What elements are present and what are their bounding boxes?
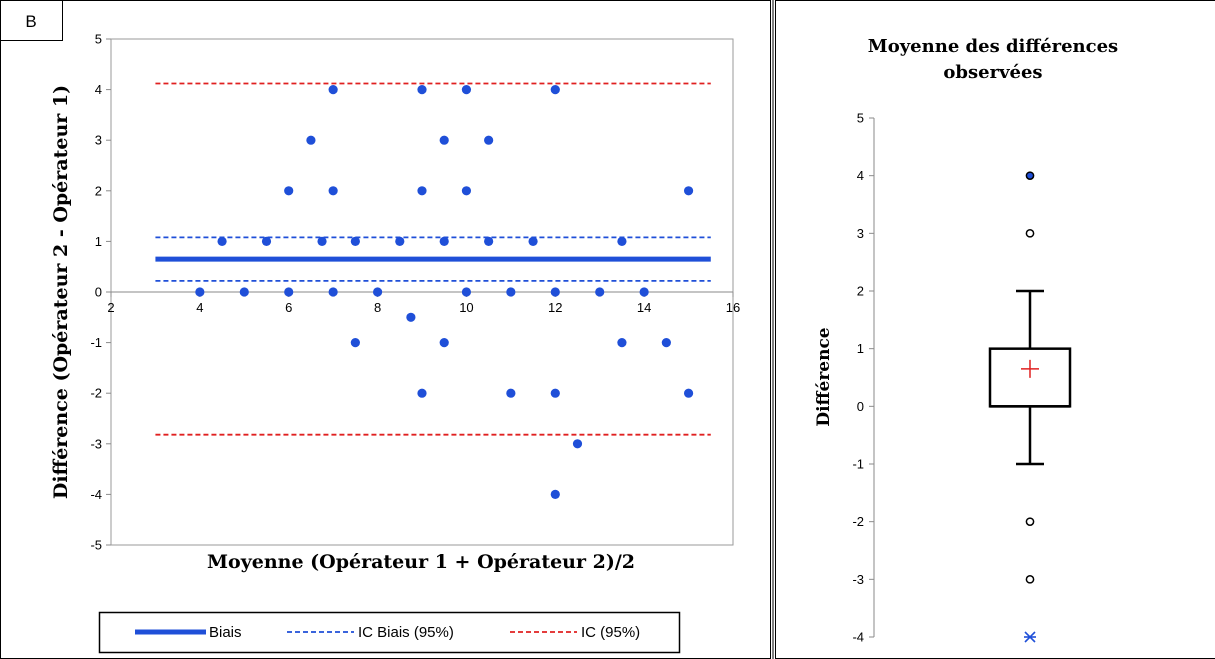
box-y-tick-label-neg4: -4: [852, 630, 864, 645]
legend-label-ic: IC (95%): [581, 624, 640, 641]
outlier-1: [1025, 228, 1035, 238]
y-tick-label-2: 2: [95, 183, 102, 198]
outlier-2: [1025, 517, 1035, 527]
x-tick-label-10: 10: [459, 300, 473, 315]
panel-label: B: [25, 12, 36, 31]
box-y-tick-label-0: 0: [857, 399, 864, 414]
data-point-3: [261, 236, 272, 246]
panel-label-box: [0, 0, 63, 41]
data-point-0: [195, 287, 205, 297]
legend-item-ic-biais: IC Biais (95%): [287, 624, 454, 641]
data-point-12: [350, 338, 360, 348]
data-point-8: [328, 287, 338, 297]
data-point-9: [328, 186, 338, 196]
data-point-15: [406, 312, 416, 322]
data-point-18: [417, 388, 427, 398]
data-point-7: [317, 236, 327, 246]
data-point-25: [484, 135, 494, 145]
data-point-23: [461, 186, 472, 196]
data-point-32: [550, 388, 560, 398]
data-point-14: [395, 236, 405, 246]
box-plot-title-line-1: Moyenne des différences: [868, 36, 1118, 57]
legend-item-biais: Biais: [135, 624, 242, 641]
y-tick-label-4: 4: [95, 82, 102, 97]
y-tick-label-3: 3: [95, 133, 102, 148]
data-point-29: [528, 236, 538, 246]
legend-label-biais: Biais: [209, 624, 242, 641]
box-y-tick-label-neg2: -2: [852, 514, 864, 529]
mean-marker: [1021, 359, 1039, 378]
y-tick-label-neg3: -3: [90, 436, 102, 451]
box-y-tick-label-neg1: -1: [852, 457, 864, 472]
legend-item-ic: IC (95%): [510, 624, 640, 641]
data-point-35: [595, 287, 605, 297]
data-point-26: [484, 236, 494, 246]
box-y-tick-label-3: 3: [857, 226, 864, 241]
data-point-2: [239, 287, 249, 297]
y-tick-label-1: 1: [95, 234, 102, 249]
y-tick-label-neg2: -2: [90, 386, 102, 401]
right-panel-frame: [775, 0, 1215, 659]
data-point-24: [461, 287, 472, 297]
data-point-30: [550, 85, 560, 95]
box-y-tick-label-2: 2: [857, 284, 864, 299]
box-y-tick-label-4: 4: [857, 168, 864, 183]
data-point-21: [439, 338, 449, 348]
data-point-10: [328, 85, 338, 95]
x-tick-label-4: 4: [196, 300, 203, 315]
legend: Biais IC Biais (95%) IC (95%): [98, 611, 681, 654]
data-point-17: [417, 186, 427, 196]
data-point-41: [683, 388, 694, 398]
y-tick-label-neg4: -4: [90, 487, 102, 502]
data-point-5: [284, 186, 294, 196]
outlier-3: [1025, 574, 1035, 584]
box-y-tick-label-5: 5: [857, 111, 864, 126]
data-point-11: [350, 236, 360, 246]
x-tick-label-14: 14: [637, 300, 651, 315]
y-tick-label-neg5: -5: [90, 538, 102, 553]
y-tick-label-neg1: -1: [90, 335, 102, 350]
box-y-tick-label-neg3: -3: [852, 572, 864, 587]
box-y-tick-label-1: 1: [857, 341, 864, 356]
scatter-y-axis-title: Différence (Opérateur 2 - Opérateur 1): [50, 85, 72, 499]
data-point-38: [639, 287, 649, 297]
data-point-6: [306, 135, 316, 145]
legend-label-ic-biais: IC Biais (95%): [358, 624, 454, 641]
data-point-22: [461, 85, 472, 95]
y-tick-label-0: 0: [95, 285, 102, 300]
x-tick-label-2: 2: [107, 300, 114, 315]
x-tick-label-16: 16: [726, 300, 740, 315]
data-point-20: [439, 236, 449, 246]
box-plot-title-line-2: observées: [943, 62, 1042, 83]
data-point-37: [617, 338, 627, 348]
extreme-value-marker: [1024, 631, 1036, 643]
outlier-0: [1025, 171, 1035, 181]
data-point-27: [506, 287, 516, 297]
x-tick-label-12: 12: [548, 300, 562, 315]
x-tick-label-8: 8: [374, 300, 381, 315]
data-point-34: [572, 439, 583, 449]
x-tick-label-6: 6: [285, 300, 292, 315]
y-tick-label-5: 5: [95, 32, 102, 47]
data-point-28: [506, 388, 516, 398]
data-point-19: [439, 135, 449, 145]
data-point-13: [372, 287, 383, 297]
data-point-39: [661, 338, 671, 348]
data-point-16: [417, 85, 427, 95]
data-point-31: [550, 287, 560, 297]
data-point-36: [617, 236, 627, 246]
data-point-1: [217, 236, 227, 246]
data-point-4: [284, 287, 294, 297]
data-point-40: [683, 186, 694, 196]
data-point-33: [550, 489, 560, 499]
scatter-x-axis-title: Moyenne (Opérateur 1 + Opérateur 2)/2: [207, 551, 635, 573]
box-plot-y-axis-title: Différence: [814, 327, 834, 426]
interquartile-box: [988, 347, 1072, 408]
